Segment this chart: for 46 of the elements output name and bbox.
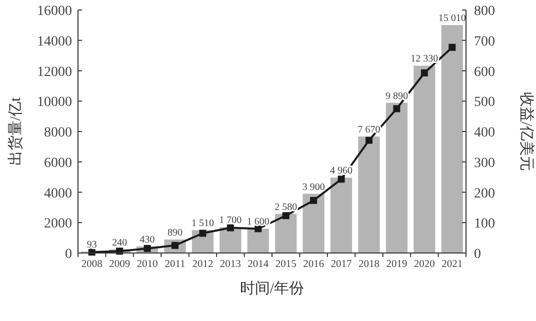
data-label: 240 xyxy=(112,237,128,248)
y2-tick-label: 200 xyxy=(474,186,495,202)
x-tick-label: 2021 xyxy=(442,259,463,270)
y-tick-label: 16000 xyxy=(37,4,72,19)
x-tick-label: 2013 xyxy=(220,259,241,270)
data-label: 93 xyxy=(86,240,97,251)
data-label: 12 330 xyxy=(410,54,438,65)
data-label: 890 xyxy=(168,227,182,238)
y-tick-label: 10000 xyxy=(37,95,72,110)
y-tick-label: 2000 xyxy=(44,216,72,232)
y-tick-label: 0 xyxy=(65,247,72,262)
x-tick-label: 2019 xyxy=(386,259,408,270)
y2-tick-label: 300 xyxy=(474,156,495,171)
y-tick-label: 4000 xyxy=(44,186,72,202)
y2-tick-label: 700 xyxy=(474,34,495,50)
y2-tick-label: 600 xyxy=(474,64,495,80)
y2-tick-label: 500 xyxy=(474,95,495,110)
y-tick-label: 8000 xyxy=(44,126,72,140)
data-label: 1 510 xyxy=(191,218,214,230)
y2-axis-title: 收益/亿美元 xyxy=(518,92,535,172)
data-label: 430 xyxy=(140,234,155,246)
y-tick-label: 14000 xyxy=(37,34,72,50)
data-label: 15 010 xyxy=(438,13,466,24)
x-tick-label: 2014 xyxy=(248,259,270,270)
x-tick-label: 2011 xyxy=(164,259,186,270)
x-tick-label: 2010 xyxy=(136,259,158,270)
data-label: 2 580 xyxy=(274,202,298,213)
x-tick-label: 2015 xyxy=(275,259,296,270)
y-tick-label: 12000 xyxy=(37,64,72,80)
data-label: 3 900 xyxy=(302,182,325,193)
y2-tick-label: 100 xyxy=(474,216,495,232)
y2-tick-label: 0 xyxy=(474,247,481,262)
x-tick-label: 2017 xyxy=(330,259,352,270)
x-tick-label: 2020 xyxy=(414,259,435,270)
data-label: 1 600 xyxy=(246,216,270,228)
y2-tick-label: 400 xyxy=(474,126,495,140)
x-tick-label: 2018 xyxy=(358,259,380,270)
x-axis-title: 时间/年份 xyxy=(240,280,304,297)
x-tick-label: 2012 xyxy=(192,259,214,270)
y-axis-title: 出货量/亿t xyxy=(7,96,24,166)
x-tick-label: 2009 xyxy=(109,259,130,270)
data-label: 1 700 xyxy=(219,215,242,226)
x-tick-label: 2008 xyxy=(81,259,102,270)
x-tick-label: 2016 xyxy=(303,259,324,270)
y-tick-label: 6000 xyxy=(44,156,72,171)
y2-tick-label: 800 xyxy=(474,4,495,19)
